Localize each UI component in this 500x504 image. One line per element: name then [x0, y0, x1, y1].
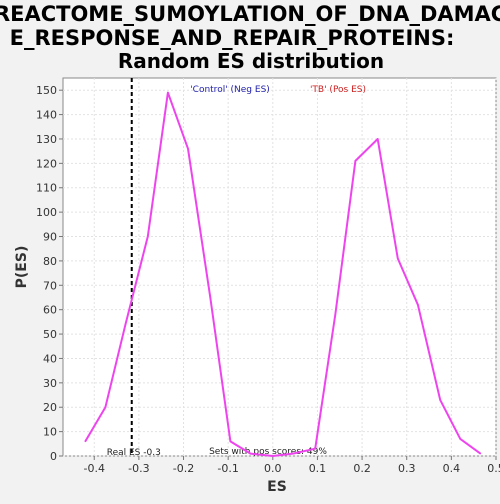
y-tick-label: 110 [36, 182, 57, 195]
y-tick-label: 40 [43, 352, 57, 365]
y-tick-label: 30 [43, 377, 57, 390]
data-point [396, 257, 399, 260]
legend-entry-control: 'Control' (Neg ES) [190, 85, 270, 95]
x-tick-label: -0.1 [217, 462, 238, 475]
x-tick-label: 0.5 [487, 462, 500, 475]
plot-area [62, 77, 497, 457]
y-tick-label: 100 [36, 206, 57, 219]
x-tick-label: 0.3 [398, 462, 416, 475]
data-point [84, 440, 87, 443]
data-point [167, 91, 169, 94]
data-point [272, 455, 274, 457]
data-point [334, 313, 337, 316]
data-point [479, 452, 482, 455]
y-tick-label: 80 [43, 255, 57, 268]
x-tick-label: 0.1 [309, 462, 327, 475]
data-point [249, 452, 252, 455]
series-layer [84, 91, 482, 457]
x-tick-label: 0.4 [443, 462, 461, 475]
y-tick-label: 20 [43, 401, 57, 414]
y-axis-ticks: 0 10 20 30 40 50 60 70 80 90 100 110 120 130 140 150 [36, 84, 63, 463]
data-point [147, 235, 149, 238]
es-distribution-line [84, 91, 481, 457]
data-point [417, 304, 419, 306]
pos-scores-annotation: Sets with pos scores: 49% [209, 447, 327, 457]
x-tick-label: 0.2 [353, 462, 371, 475]
data-point [229, 440, 232, 443]
y-tick-label: 150 [36, 84, 57, 97]
x-tick-label: -0.3 [128, 462, 149, 475]
y-tick-label: 10 [43, 426, 57, 439]
y-tick-label: 140 [36, 109, 57, 122]
x-tick-label: -0.2 [173, 462, 194, 475]
data-point [459, 438, 462, 440]
x-axis-title: ES [267, 479, 287, 495]
data-point [124, 323, 127, 326]
y-axis-title: P(ES) [14, 246, 30, 289]
title-line-3: Random ES distribution [118, 49, 384, 73]
y-tick-label: 70 [43, 279, 57, 292]
y-tick-label: 50 [43, 328, 57, 341]
grid-lines [63, 78, 497, 457]
data-point [292, 452, 294, 455]
data-point [104, 406, 107, 409]
real-es-label: Real ES -0.3 [107, 448, 161, 458]
data-point [439, 399, 442, 401]
y-tick-label: 60 [43, 304, 57, 317]
chart-title: REACTOME_SUMOYLATION_OF_DNA_DAMAG E_RESP… [0, 2, 500, 73]
data-point [376, 138, 379, 140]
legend: 'Control' (Neg ES) 'TB' (Pos ES) [190, 85, 366, 95]
data-point [187, 147, 189, 150]
y-tick-label: 120 [36, 157, 57, 170]
legend-entry-tb: 'TB' (Pos ES) [310, 85, 366, 95]
y-tick-label: 130 [36, 133, 57, 146]
x-axis-ticks: -0.4 -0.3 -0.2 -0.1 0.0 0.1 0.2 0.3 0.4 0.5 [84, 456, 500, 475]
x-tick-label: -0.4 [84, 462, 105, 475]
data-point [354, 160, 357, 162]
y-tick-label: 0 [50, 450, 57, 463]
data-point [209, 296, 212, 299]
x-tick-label: 0.0 [264, 462, 282, 475]
title-line-2: E_RESPONSE_AND_REPAIR_PROTEINS: [10, 26, 455, 50]
title-line-1: REACTOME_SUMOYLATION_OF_DNA_DAMAG [0, 2, 500, 26]
y-tick-label: 90 [43, 231, 57, 244]
data-point [314, 447, 317, 450]
